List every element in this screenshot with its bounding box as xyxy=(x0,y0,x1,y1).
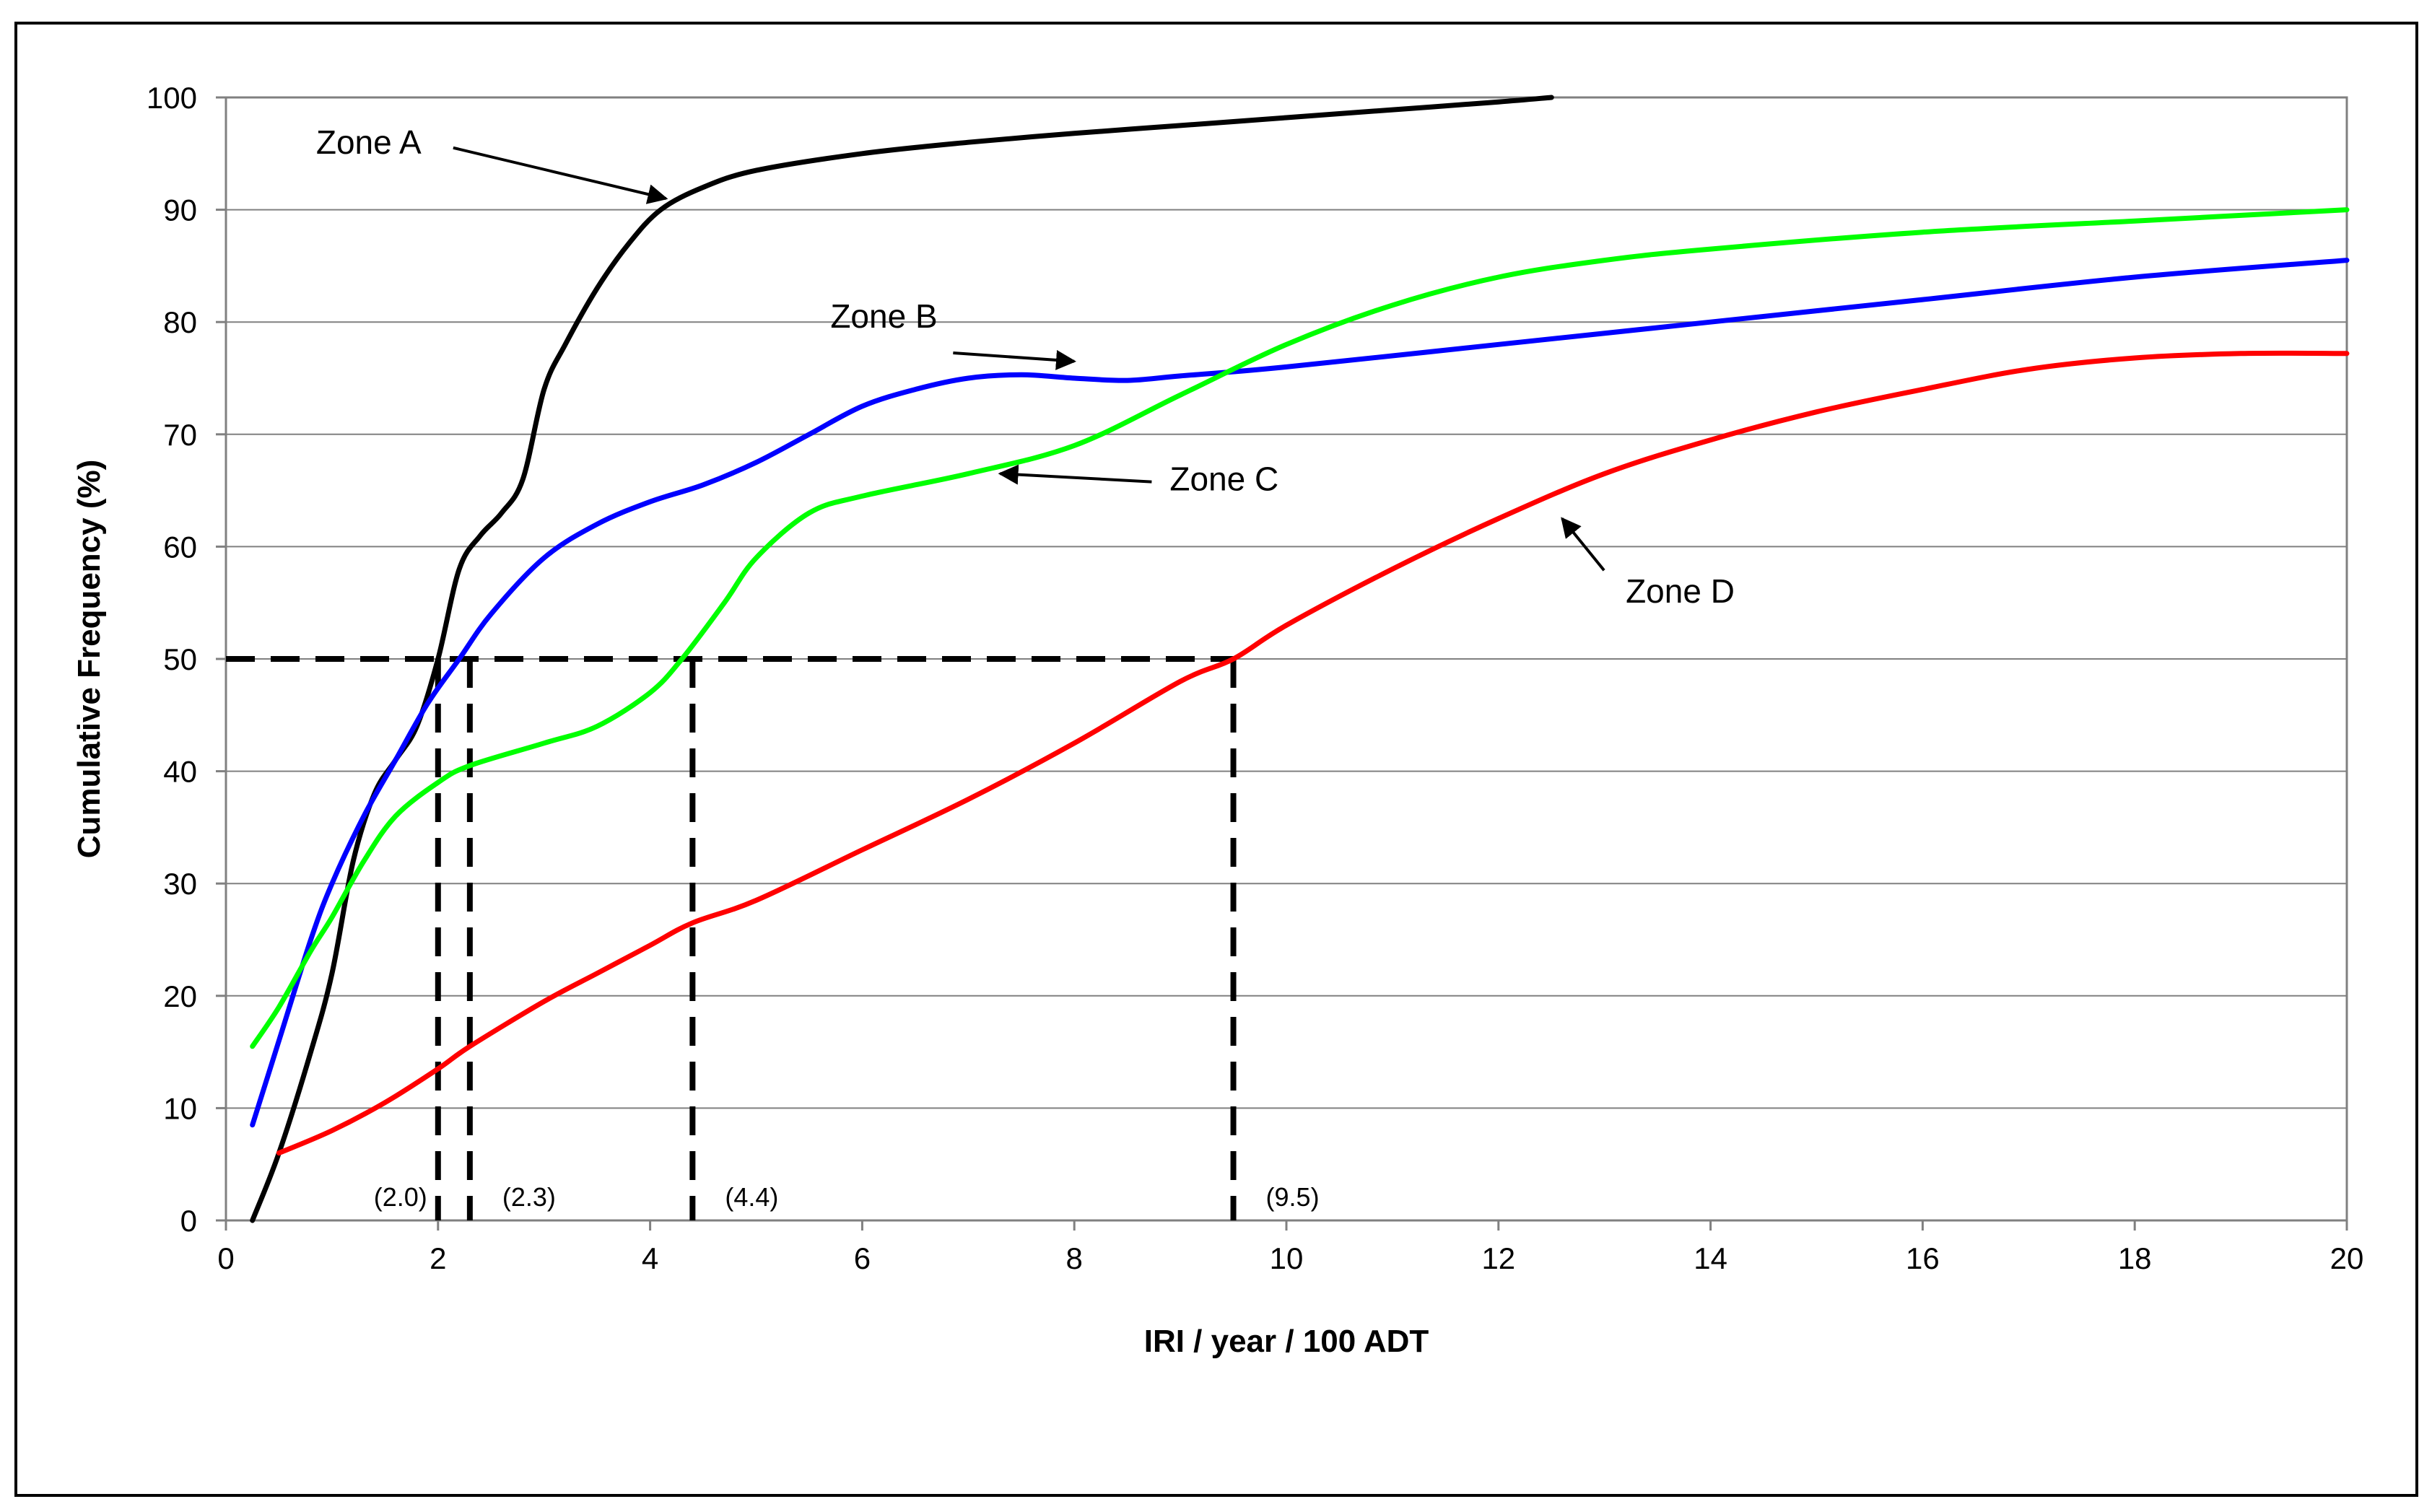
series-lines xyxy=(250,95,2350,1223)
x-tick-label: 20 xyxy=(2330,1241,2364,1275)
y-tick-label: 70 xyxy=(163,418,197,452)
y-tick-label: 20 xyxy=(163,979,197,1013)
reference-lines: (2.0) (2.3) (4.4) (9.5) xyxy=(226,656,1320,1220)
y-tick-label: 100 xyxy=(147,81,197,115)
zone-annotations: Zone A Zone B Zone C Zone D xyxy=(316,123,1735,610)
annotation-label-zone-d: Zone D xyxy=(1626,572,1735,610)
x-tick-label: 12 xyxy=(1481,1241,1515,1275)
y-tick-label: 10 xyxy=(163,1091,197,1125)
annotation-arrow-zone-d xyxy=(1561,517,1605,572)
x-tick-label: 18 xyxy=(2118,1241,2152,1275)
chart-frame xyxy=(14,22,2418,1497)
x-tick-label: 8 xyxy=(1066,1241,1083,1275)
x-tick-label: 0 xyxy=(217,1241,234,1275)
series-line-zone-b xyxy=(250,258,2350,1128)
y-axis-label: Cumulative Frequency (%) xyxy=(71,460,107,859)
x-tick-label: 16 xyxy=(1906,1241,1940,1275)
annotation-label-zone-a: Zone A xyxy=(316,123,422,161)
x-tick-label: 14 xyxy=(1694,1241,1727,1275)
y-tick-label: 60 xyxy=(163,530,197,564)
series-line-zone-a xyxy=(250,95,1554,1223)
series-line-zone-c xyxy=(250,207,2350,1049)
y-tick-label: 50 xyxy=(163,642,197,676)
reference-value-label: (4.4) xyxy=(725,1182,778,1212)
y-tick-label: 80 xyxy=(163,305,197,339)
x-tick-label: 10 xyxy=(1270,1241,1304,1275)
annotation-label-zone-c: Zone C xyxy=(1169,460,1278,498)
y-tick-label: 30 xyxy=(163,867,197,901)
reference-value-label: (2.0) xyxy=(374,1182,427,1212)
reference-value-label: (9.5) xyxy=(1266,1182,1320,1212)
y-axis-ticks: 0 10 20 30 40 50 60 70 80 90 100 xyxy=(147,81,226,1238)
annotation-arrow-zone-b xyxy=(953,349,1076,370)
annotation-arrow-zone-c xyxy=(998,464,1152,485)
y-tick-label: 0 xyxy=(180,1204,197,1238)
annotation-arrow-zone-a xyxy=(453,146,668,204)
x-tick-label: 6 xyxy=(854,1241,871,1275)
series-line-zone-d xyxy=(276,350,2350,1156)
x-axis-ticks: 0 2 4 6 8 10 12 14 16 18 20 xyxy=(217,1220,2363,1275)
x-axis-label: IRI / year / 100 ADT xyxy=(1144,1324,1429,1359)
annotation-label-zone-b: Zone B xyxy=(830,297,937,335)
x-tick-label: 2 xyxy=(430,1241,446,1275)
reference-value-label: (2.3) xyxy=(502,1182,556,1212)
y-tick-label: 40 xyxy=(163,755,197,789)
y-tick-label: 90 xyxy=(163,193,197,227)
x-tick-label: 4 xyxy=(642,1241,658,1275)
